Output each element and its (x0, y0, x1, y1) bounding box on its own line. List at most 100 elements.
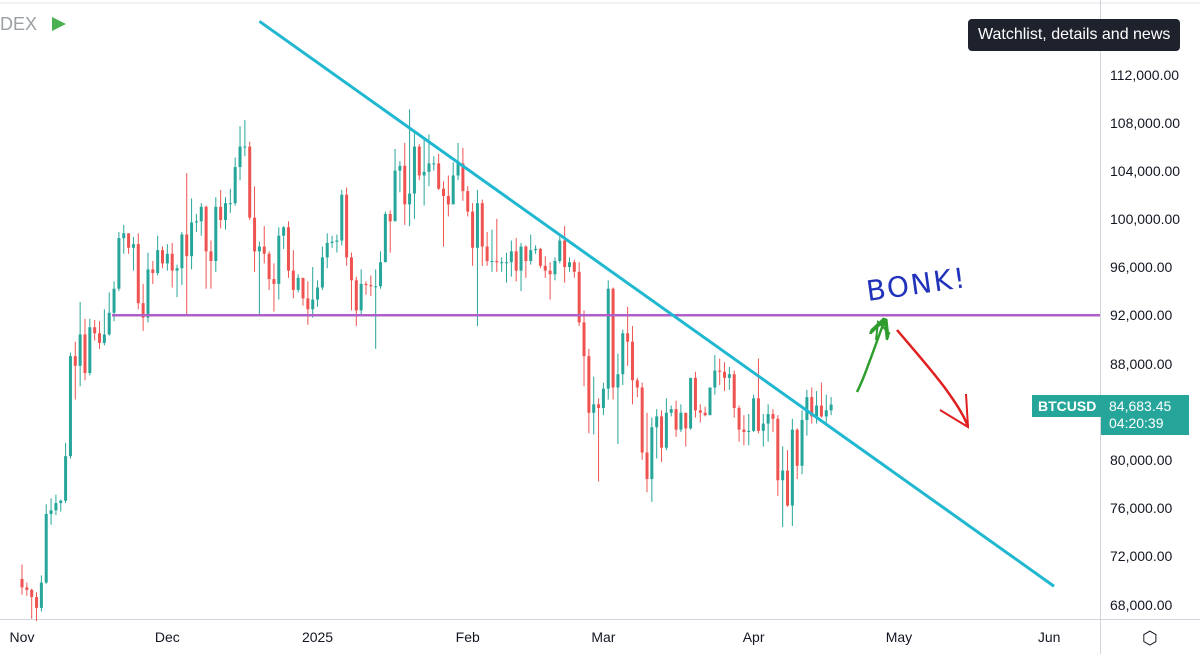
candle-body[interactable] (349, 257, 353, 281)
candle-body[interactable] (684, 412, 688, 429)
candle-body[interactable] (175, 268, 179, 271)
candle-body[interactable] (112, 288, 116, 313)
candle-body[interactable] (228, 203, 232, 205)
candle-body[interactable] (272, 279, 276, 284)
candle-body[interactable] (383, 214, 387, 263)
candle-body[interactable] (674, 409, 678, 430)
candle-body[interactable] (68, 356, 72, 457)
candle-body[interactable] (471, 211, 475, 248)
candle-body[interactable] (98, 333, 102, 343)
candle-body[interactable] (427, 163, 431, 172)
candle-body[interactable] (708, 387, 712, 416)
candle-body[interactable] (243, 146, 247, 148)
candle-body[interactable] (408, 193, 412, 205)
candle-body[interactable] (723, 371, 727, 378)
candle-body[interactable] (737, 407, 741, 430)
candle-body[interactable] (543, 265, 547, 271)
candle-body[interactable] (466, 191, 470, 212)
candle-body[interactable] (718, 370, 722, 372)
symbol-partial-label[interactable]: DEX (0, 14, 38, 34)
candle-body[interactable] (277, 235, 281, 284)
candle-body[interactable] (829, 404, 833, 411)
candle-body[interactable] (320, 257, 324, 288)
candle-body[interactable] (257, 246, 261, 252)
candle-body[interactable] (156, 250, 160, 274)
candle-body[interactable] (756, 398, 760, 431)
candle-body[interactable] (54, 503, 58, 511)
candle-body[interactable] (815, 405, 819, 417)
candle-body[interactable] (422, 171, 426, 176)
candle-body[interactable] (509, 251, 513, 263)
candle-body[interactable] (795, 429, 799, 466)
candle-body[interactable] (296, 277, 300, 290)
candle-body[interactable] (49, 510, 53, 514)
candle-body[interactable] (30, 589, 34, 598)
candle-body[interactable] (669, 409, 673, 413)
candle-body[interactable] (151, 269, 155, 274)
candle-body[interactable] (800, 420, 804, 466)
candle-body[interactable] (117, 238, 121, 289)
candle-body[interactable] (640, 387, 644, 453)
candle-body[interactable] (810, 397, 814, 417)
candle-body[interactable] (679, 412, 683, 430)
candle-body[interactable] (25, 587, 29, 590)
candle-body[interactable] (127, 233, 131, 248)
candle-body[interactable] (209, 251, 213, 261)
candle-body[interactable] (480, 203, 484, 247)
candle-body[interactable] (630, 341, 634, 381)
candle-body[interactable] (316, 287, 320, 300)
candle-body[interactable] (524, 246, 528, 261)
candle-body[interactable] (456, 163, 460, 176)
candle-body[interactable] (267, 253, 271, 280)
candle-body[interactable] (403, 165, 407, 205)
arrow-up-drawing[interactable] (855, 322, 884, 393)
candle-body[interactable] (698, 410, 702, 413)
candle-body[interactable] (282, 227, 286, 236)
candle-body[interactable] (689, 377, 693, 429)
candle-body[interactable] (64, 456, 68, 501)
flag-icon[interactable] (52, 17, 66, 31)
candle-body[interactable] (500, 262, 504, 264)
trendline[interactable] (258, 20, 1055, 588)
candle-body[interactable] (577, 271, 581, 323)
candle-body[interactable] (563, 240, 567, 268)
candle-body[interactable] (819, 405, 823, 417)
candle-body[interactable] (572, 262, 576, 272)
candle-body[interactable] (567, 262, 571, 268)
candle-body[interactable] (601, 388, 605, 408)
candle-body[interactable] (437, 163, 441, 189)
candle-body[interactable] (180, 234, 184, 269)
candle-body[interactable] (364, 283, 368, 286)
candle-body[interactable] (199, 206, 203, 222)
candle-body[interactable] (529, 250, 533, 261)
candle-body[interactable] (534, 248, 538, 251)
candle-body[interactable] (107, 312, 111, 335)
candle-body[interactable] (475, 203, 479, 248)
candle-body[interactable] (485, 246, 489, 261)
candle-body[interactable] (781, 470, 785, 481)
candle-body[interactable] (59, 500, 63, 504)
candle-body[interactable] (73, 356, 77, 366)
candle-body[interactable] (214, 206, 218, 261)
candle-body[interactable] (262, 246, 266, 254)
candle-body[interactable] (253, 217, 257, 252)
candle-body[interactable] (693, 377, 697, 411)
candle-body[interactable] (291, 270, 295, 290)
candle-body[interactable] (538, 248, 542, 266)
candle-body[interactable] (93, 327, 97, 334)
candle-body[interactable] (417, 146, 421, 176)
candle-body[interactable] (761, 423, 765, 431)
candle-body[interactable] (286, 227, 290, 271)
candle-body[interactable] (664, 412, 668, 448)
candle-body[interactable] (548, 270, 552, 275)
candle-body[interactable] (44, 513, 48, 583)
candle-body[interactable] (727, 374, 731, 378)
candle-body[interactable] (223, 203, 227, 221)
candle-body[interactable] (190, 222, 194, 257)
candle-body[interactable] (645, 452, 649, 480)
candle-body[interactable] (35, 597, 39, 608)
candle-body[interactable] (146, 269, 150, 318)
candle-body[interactable] (39, 582, 43, 608)
candle-body[interactable] (412, 146, 416, 194)
